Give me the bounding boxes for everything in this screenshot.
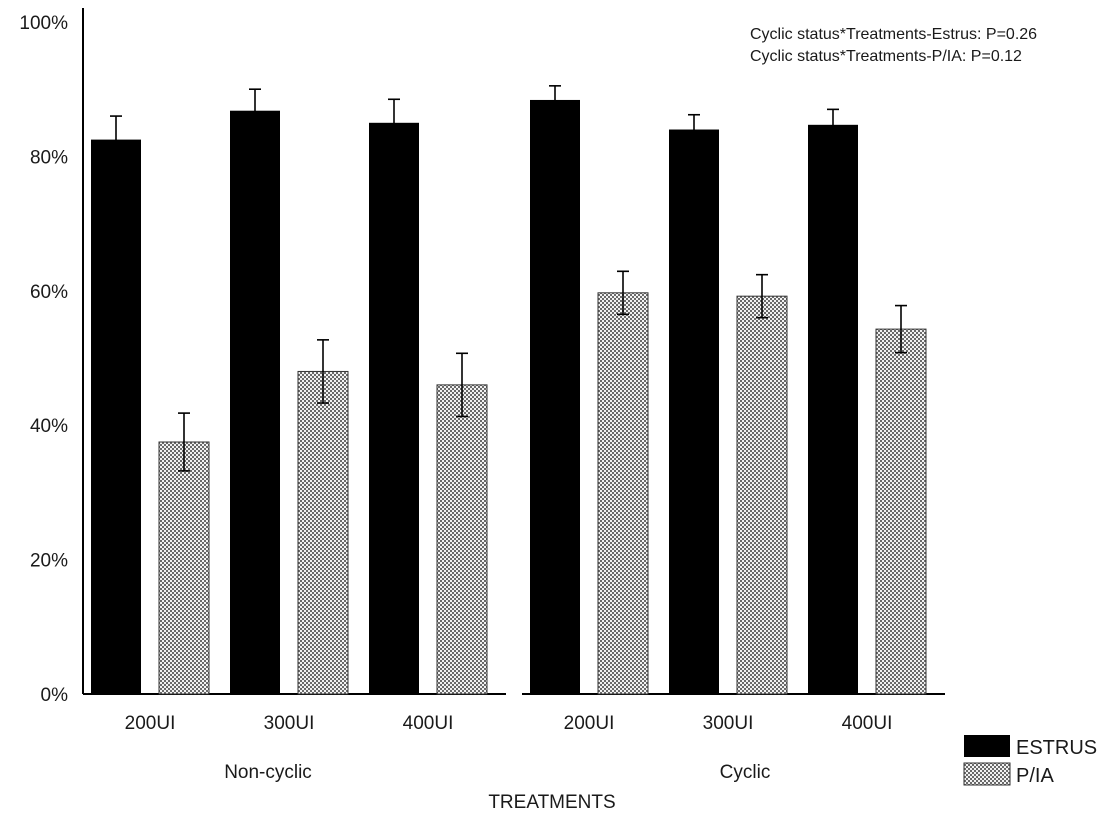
category-label-non-cyclic-200ui: 200UI	[125, 713, 176, 734]
bar-non-cyclic-200ui-p-ia	[158, 441, 210, 695]
y-tick-label: 40%	[30, 416, 68, 437]
bar-non-cyclic-400ui-p-ia	[436, 384, 488, 695]
y-tick-label: 0%	[41, 685, 69, 706]
category-labels: 200UI 300UI 400UI 200UI 300UI 400UI	[125, 713, 893, 734]
category-label-cyclic-400ui: 400UI	[842, 713, 893, 734]
bar-cyclic-300ui-estrus	[669, 129, 719, 694]
y-tick-label: 60%	[30, 282, 68, 303]
category-label-non-cyclic-300ui: 300UI	[264, 713, 315, 734]
error-bar-non-cyclic-400ui-estrus	[388, 98, 400, 148]
axes	[82, 8, 945, 695]
bar-cyclic-200ui-estrus	[530, 99, 580, 694]
annotations: Cyclic status*Treatments-Estrus: P=0.26 …	[750, 26, 1037, 65]
bar-non-cyclic-300ui-estrus	[230, 110, 280, 695]
error-bar-non-cyclic-300ui-p-ia	[317, 339, 329, 404]
y-tick-label: 80%	[30, 147, 68, 168]
error-bars	[110, 85, 907, 472]
error-bar-cyclic-200ui-estrus	[549, 85, 561, 115]
group-labels: Non-cyclic Cyclic	[224, 762, 770, 783]
error-bar-non-cyclic-400ui-p-ia	[456, 352, 468, 418]
legend-swatch-estrus	[964, 735, 1010, 757]
legend-label-estrus: ESTRUS	[1016, 737, 1097, 759]
y-tick-labels: 0% 20% 40% 60% 80% 100%	[19, 13, 68, 706]
y-tick-label: 20%	[30, 551, 68, 572]
category-label-non-cyclic-400ui: 400UI	[403, 713, 454, 734]
error-bar-non-cyclic-200ui-estrus	[110, 115, 122, 164]
legend-swatch-pia	[963, 762, 1011, 786]
bar-non-cyclic-300ui-p-ia	[297, 370, 349, 695]
x-axis-title: TREATMENTS	[488, 792, 615, 813]
error-bar-cyclic-400ui-p-ia	[895, 304, 907, 354]
error-bar-cyclic-400ui-estrus	[827, 108, 839, 142]
error-bar-cyclic-300ui-estrus	[688, 113, 700, 146]
bar-cyclic-400ui-estrus	[808, 124, 858, 695]
category-label-cyclic-200ui: 200UI	[564, 713, 615, 734]
error-bar-non-cyclic-300ui-estrus	[249, 88, 261, 134]
bar-cyclic-200ui-p-ia	[597, 292, 649, 695]
bar-cyclic-400ui-p-ia	[875, 328, 927, 695]
group-label-non-cyclic: Non-cyclic	[224, 762, 312, 783]
error-bar-non-cyclic-200ui-p-ia	[178, 412, 190, 472]
annotation-pia: Cyclic status*Treatments-P/IA: P=0.12	[750, 48, 1022, 65]
annotation-estrus: Cyclic status*Treatments-Estrus: P=0.26	[750, 26, 1037, 43]
bars	[91, 99, 927, 695]
error-bar-cyclic-200ui-p-ia	[617, 270, 629, 316]
y-tick-label: 100%	[19, 13, 68, 34]
error-bar-cyclic-300ui-p-ia	[756, 273, 768, 319]
category-label-cyclic-300ui: 300UI	[703, 713, 754, 734]
legend-label-pia: P/IA	[1016, 765, 1054, 787]
bar-cyclic-300ui-p-ia	[736, 295, 788, 695]
bar-non-cyclic-200ui-estrus	[91, 139, 141, 695]
legend: ESTRUS P/IA	[963, 735, 1097, 787]
group-label-cyclic: Cyclic	[720, 762, 771, 783]
bar-non-cyclic-400ui-estrus	[369, 122, 419, 695]
